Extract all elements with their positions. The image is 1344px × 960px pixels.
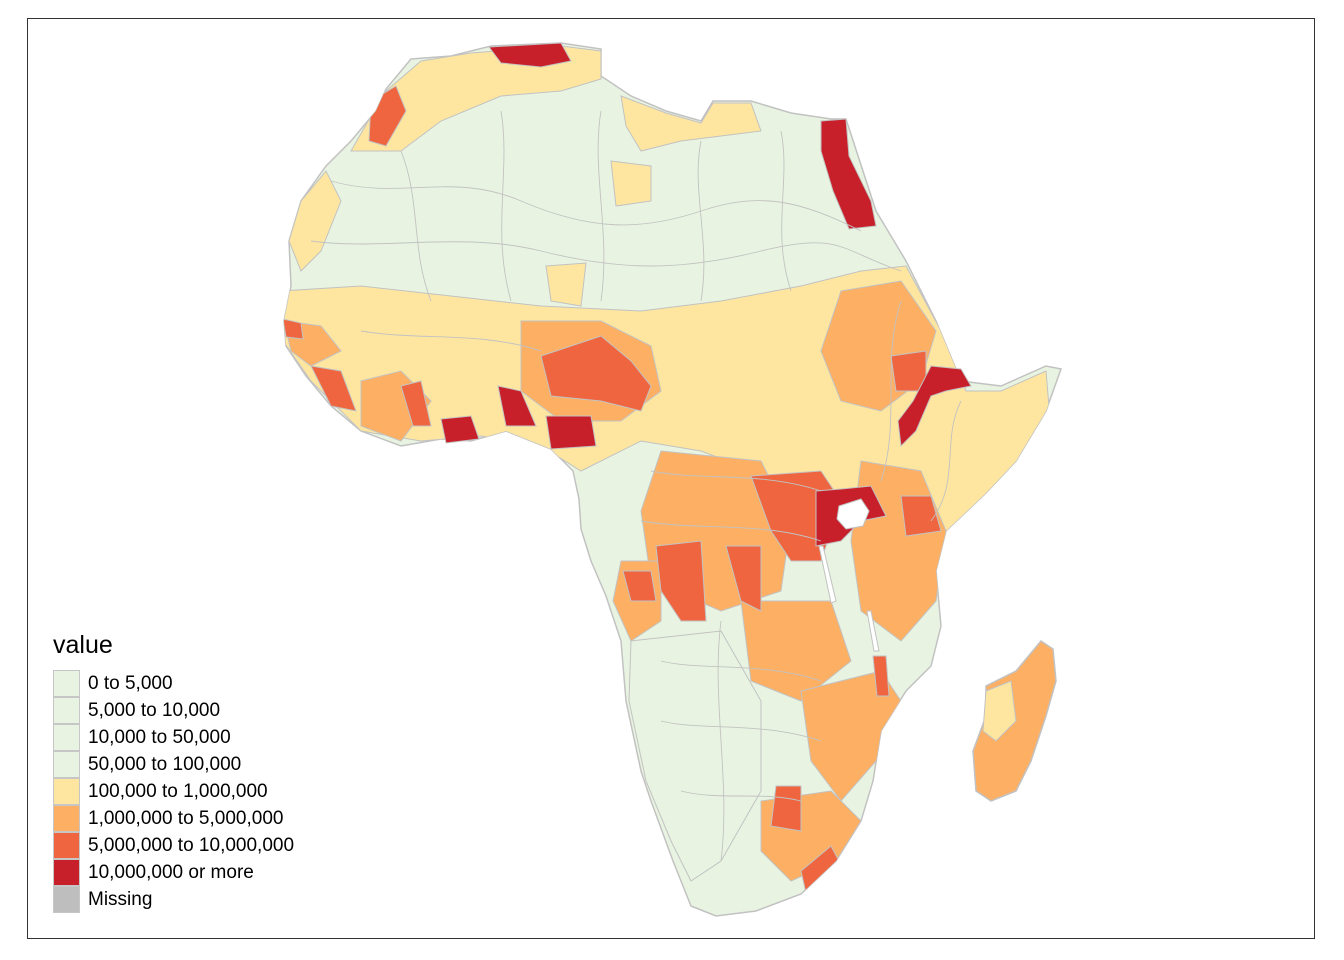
legend-swatch [53,832,80,859]
legend-label: 5,000,000 to 10,000,000 [88,834,295,856]
lake-tanganyika [818,545,837,604]
legend-items: 0 to 5,000 5,000 to 10,000 10,000 to 50,00… [53,670,294,913]
madagascar-interior [982,680,1017,742]
region-nile-delta [820,118,877,230]
region-tibesti [545,262,587,307]
legend-swatch [53,778,80,805]
region-namibia-botswana [628,630,762,882]
map-panel: value 0 to 5,000 5,000 to 10,000 10,000 to… [27,18,1315,939]
region-senegal-coast [284,318,304,340]
region-nigeria-central [540,335,652,412]
legend-item: 10,000,000 or more [53,859,294,886]
region-sierra-leone [310,365,357,412]
legend-label: 0 to 5,000 [88,672,173,694]
region-ghana-interior [400,380,432,427]
legend-item: 50,000 to 100,000 [53,751,294,778]
region-layers [284,45,1052,894]
legend-title: value [53,631,113,659]
legend-label: 10,000,000 or more [88,861,254,883]
legend-swatch [53,859,80,886]
region-kasai [655,540,707,622]
region-lesotho-area [770,785,802,832]
region-sahara-oasis [610,160,652,207]
legend-item: 10,000 to 50,000 [53,724,294,751]
legend-label: Missing [88,888,153,910]
lake-malawi [866,610,880,652]
legend-label: 50,000 to 100,000 [88,753,242,775]
legend-item: 100,000 to 1,000,000 [53,778,294,805]
region-ethiopia-addis [897,365,972,448]
sub-region-borders [310,110,962,862]
legend-swatch [53,697,80,724]
africa-choropleth-map [283,42,1062,917]
legend-item: 1,000,000 to 5,000,000 [53,805,294,832]
legend-item: 0 to 5,000 [53,670,294,697]
region-zambia [740,600,852,702]
region-algeria-coast [488,42,572,68]
legend-label: 5,000 to 10,000 [88,699,221,721]
lake-victoria [836,498,870,530]
region-kenya-coast [900,495,942,537]
legend-swatch [53,886,80,913]
legend-label: 100,000 to 1,000,000 [88,780,268,802]
legend-item: 5,000 to 10,000 [53,697,294,724]
region-katanga [725,545,762,612]
legend: value 0 to 5,000 5,000 to 10,000 10,000 to… [53,631,294,913]
region-niger-delta [545,415,597,450]
region-malawi-south [872,655,890,697]
legend-item: Missing [53,886,294,913]
legend-item: 5,000,000 to 10,000,000 [53,832,294,859]
region-angola-north [622,570,657,602]
legend-label: 10,000 to 50,000 [88,726,231,748]
legend-swatch [53,805,80,832]
region-libya-coast [620,95,762,152]
region-western-sahara [288,170,342,272]
legend-swatch [53,724,80,751]
region-ghana-coast [497,385,537,427]
legend-label: 1,000,000 to 5,000,000 [88,807,284,829]
legend-swatch [53,751,80,778]
region-ivory-coast-south [440,415,480,444]
legend-swatch [53,670,80,697]
region-maghreb-coast [350,45,602,152]
